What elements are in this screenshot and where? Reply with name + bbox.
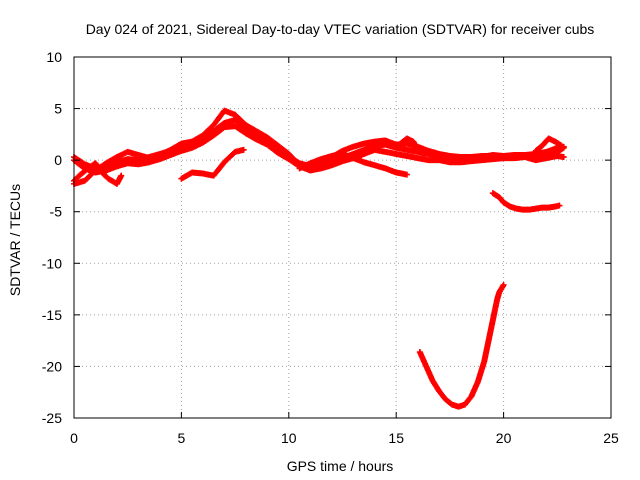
plus-marker xyxy=(118,172,125,179)
tick-labels: 0 5 10 15 20 25 10 5 0 -5 -10 -15 -20 -25 xyxy=(42,49,619,446)
plus-marker xyxy=(421,150,428,157)
x-tick-label: 20 xyxy=(496,430,512,446)
chart-title: Day 024 of 2021, Sidereal Day-to-day VTE… xyxy=(86,21,595,37)
x-tick-label: 5 xyxy=(178,430,186,446)
y-tick-label: 10 xyxy=(46,49,62,65)
y-tick-label: -25 xyxy=(42,410,62,426)
series-short-arc-2 xyxy=(178,146,247,182)
y-tick-label: -10 xyxy=(42,255,62,271)
plus-marker xyxy=(403,171,410,178)
x-axis-label: GPS time / hours xyxy=(287,458,394,474)
x-tick-label: 0 xyxy=(70,430,78,446)
y-tick-label: -15 xyxy=(42,307,62,323)
series-arc-22 xyxy=(532,135,565,154)
y-tick-label: -20 xyxy=(42,358,62,374)
series-main-band-c xyxy=(71,123,567,176)
series-deep-dip xyxy=(416,281,507,410)
y-tick-label: 5 xyxy=(54,101,62,117)
series-offset-arc xyxy=(489,190,563,213)
plus-marker xyxy=(500,281,507,288)
y-axis-label: SDTVAR / TECUs xyxy=(7,184,23,296)
plus-marker xyxy=(560,154,567,161)
series-short-arc-1 xyxy=(71,160,125,187)
axis-ticks xyxy=(73,56,612,419)
plot-frame xyxy=(73,56,612,419)
data-series xyxy=(71,107,567,410)
y-tick-label: 0 xyxy=(54,152,62,168)
x-tick-label: 25 xyxy=(603,430,619,446)
series-arc-15-16 xyxy=(397,135,428,157)
x-tick-label: 10 xyxy=(281,430,297,446)
y-tick-label: -5 xyxy=(50,204,63,220)
plus-marker xyxy=(558,142,565,149)
x-tick-label: 15 xyxy=(388,430,404,446)
plus-marker xyxy=(240,146,247,153)
plus-marker xyxy=(556,202,563,209)
series-evening-rise xyxy=(296,150,410,178)
